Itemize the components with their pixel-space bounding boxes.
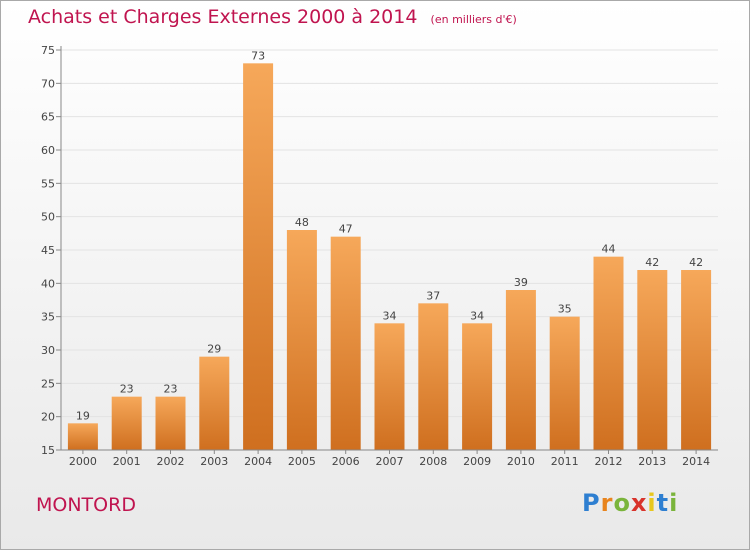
logo-letter: t (656, 489, 670, 517)
title-unit: (en milliers d'€) (430, 13, 517, 26)
bar (374, 323, 405, 450)
bar-value-label: 35 (558, 303, 572, 316)
x-tick-label: 2003 (200, 455, 228, 468)
bar (67, 423, 98, 450)
x-tick-label: 2013 (638, 455, 666, 468)
y-tick-label: 35 (41, 311, 55, 324)
x-tick-label: 2006 (332, 455, 360, 468)
y-tick-label: 60 (41, 144, 55, 157)
chart-title: Achats et Charges Externes 2000 à 2014 (… (28, 6, 517, 28)
x-tick-label: 2009 (463, 455, 491, 468)
bar (549, 316, 580, 450)
y-tick-label: 65 (41, 111, 55, 124)
y-tick-label: 75 (41, 44, 55, 57)
bar-value-label: 23 (164, 383, 178, 396)
logo-letter: i (669, 489, 679, 517)
bar-value-label: 34 (470, 309, 484, 322)
x-tick-label: 2014 (682, 455, 710, 468)
labels: 15 20 25 30 35 40 45 50 55 60 65 70 75 19 2000 23 2001 23… (41, 44, 710, 468)
y-tick-label: 25 (41, 377, 55, 390)
bar-value-label: 19 (76, 409, 90, 422)
x-tick-label: 2004 (244, 455, 272, 468)
x-tick-label: 2008 (419, 455, 447, 468)
bar-value-label: 23 (120, 383, 134, 396)
logo-letter: i (647, 489, 657, 517)
bar-value-label: 29 (207, 343, 221, 356)
bar-value-label: 42 (689, 256, 703, 269)
bar-value-label: 34 (383, 309, 397, 322)
bar (243, 63, 274, 450)
bar (330, 236, 361, 450)
bar-value-label: 73 (251, 49, 265, 62)
y-tick-label: 30 (41, 344, 55, 357)
x-tick-label: 2011 (551, 455, 579, 468)
axes (56, 46, 718, 454)
y-tick-label: 40 (41, 277, 55, 290)
logo-letter: r (600, 489, 614, 517)
bar (637, 270, 668, 450)
y-tick-label: 70 (41, 77, 55, 90)
y-tick-label: 50 (41, 211, 55, 224)
bar (199, 356, 230, 450)
x-tick-label: 2002 (157, 455, 185, 468)
bar-value-label: 44 (602, 243, 616, 256)
bar-value-label: 37 (426, 289, 440, 302)
y-tick-label: 55 (41, 177, 55, 190)
bar-value-label: 47 (339, 223, 353, 236)
x-tick-label: 2000 (69, 455, 97, 468)
bar (111, 396, 142, 450)
x-tick-label: 2010 (507, 455, 535, 468)
y-tick-label: 15 (41, 444, 55, 457)
bar-value-label: 42 (645, 256, 659, 269)
bar (505, 290, 536, 450)
x-tick-label: 2007 (376, 455, 404, 468)
bar-value-label: 48 (295, 216, 309, 229)
x-tick-label: 2012 (595, 455, 623, 468)
bar-value-label: 39 (514, 276, 528, 289)
proxiti-logo: Proxiti (582, 489, 678, 517)
bar (462, 323, 493, 450)
logo-letter: o (613, 489, 631, 517)
logo-letter: x (630, 489, 648, 517)
bar (155, 396, 186, 450)
x-tick-label: 2005 (288, 455, 316, 468)
y-tick-label: 45 (41, 244, 55, 257)
bar (681, 270, 712, 450)
y-tick-label: 20 (41, 411, 55, 424)
bar (286, 230, 317, 450)
logo-letter: P (582, 489, 601, 517)
bars (67, 63, 712, 450)
bar (593, 256, 624, 450)
x-tick-label: 2001 (113, 455, 141, 468)
bar (418, 303, 449, 450)
commune-name: MONTORD (36, 494, 136, 516)
title-text: Achats et Charges Externes 2000 à 2014 (28, 6, 418, 28)
